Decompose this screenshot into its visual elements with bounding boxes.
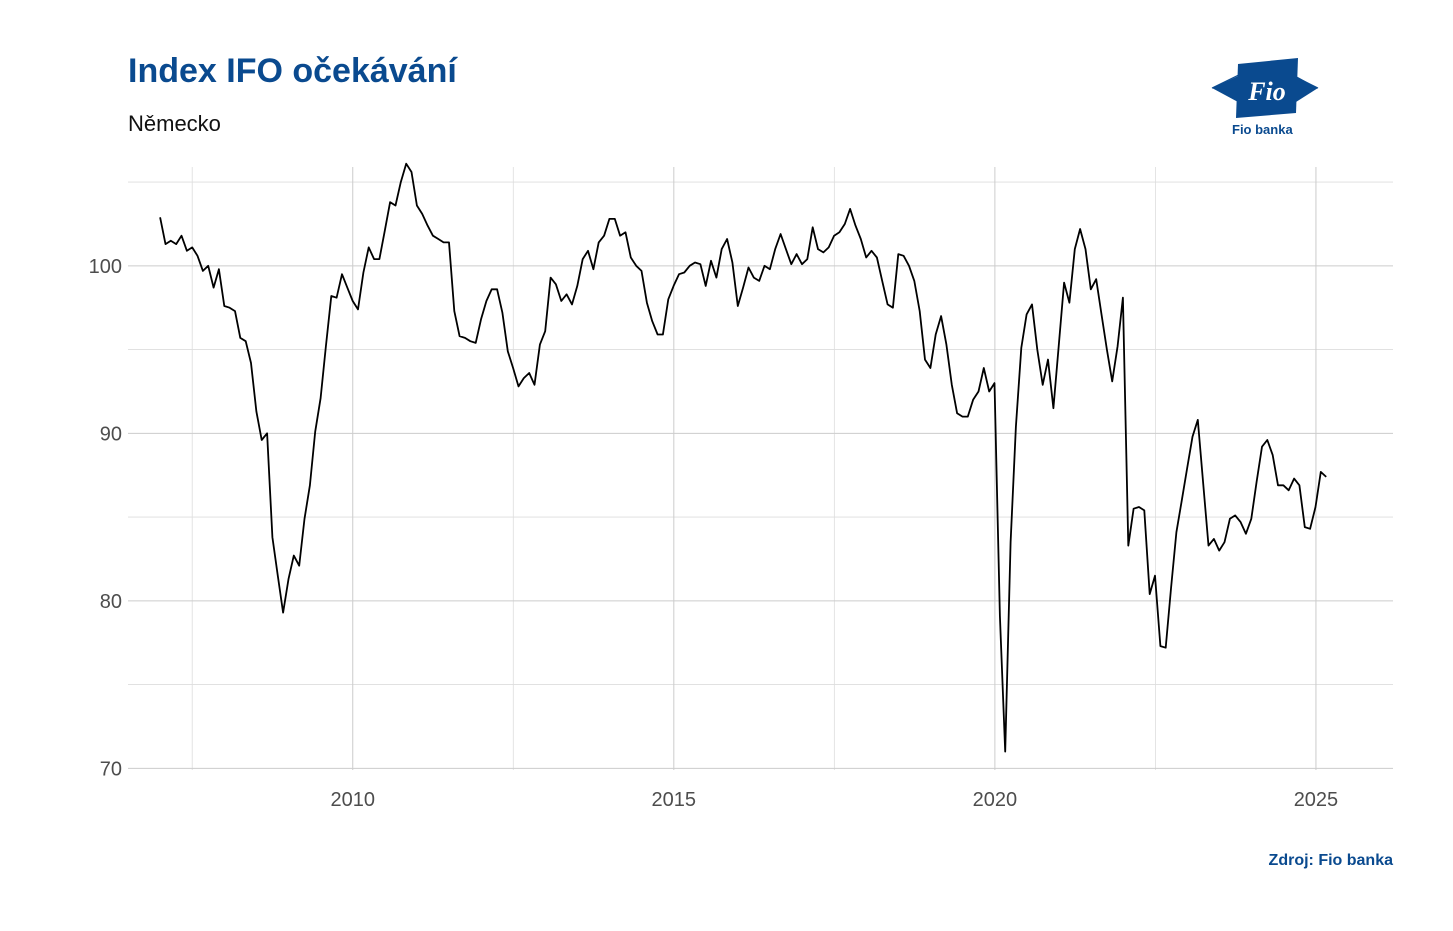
x-tick-label: 2025: [1294, 789, 1339, 811]
y-axis-ticks: 70 80 90 100: [89, 256, 122, 781]
fio-logo-icon: Fio: [1211, 58, 1319, 118]
x-tick-label: 2015: [652, 789, 697, 811]
y-tick-label: 100: [89, 256, 122, 278]
y-tick-label: 70: [100, 758, 122, 780]
chart-subtitle: Německo: [128, 111, 221, 136]
y-tick-label: 90: [100, 423, 122, 445]
chart-title: Index IFO očekávání: [128, 52, 457, 90]
logo-caption: Fio banka: [1232, 122, 1293, 137]
series-line: [159, 162, 1327, 753]
x-tick-label: 2020: [973, 789, 1018, 811]
grid-major-lines: [128, 167, 1393, 770]
logo-mark-text: Fio: [1247, 77, 1286, 106]
x-tick-label: 2010: [330, 789, 375, 811]
y-tick-label: 80: [100, 591, 122, 613]
source-note: Zdroj: Fio banka: [1268, 852, 1393, 869]
x-axis-ticks: 2010 2015 2020 2025: [330, 789, 1338, 811]
grid-minor-lines: [128, 167, 1393, 770]
series-group: [159, 162, 1327, 753]
